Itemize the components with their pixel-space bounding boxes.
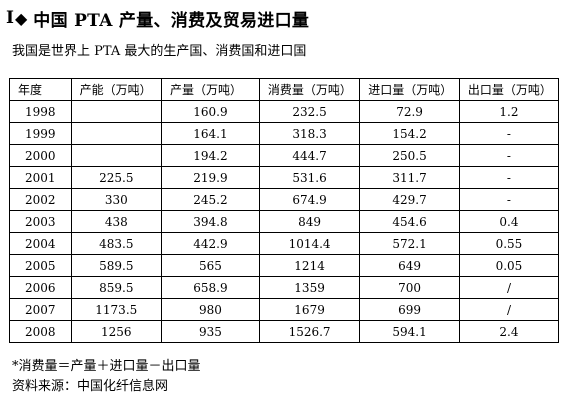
cell-capacity: 1173.5 xyxy=(70,298,162,321)
cell-year: 2007 xyxy=(9,298,72,321)
header-capacity: 产能（万吨） xyxy=(70,78,162,101)
table-row: 1999 164.1 318.3 154.2- xyxy=(9,122,560,145)
cell-export: - xyxy=(458,144,560,167)
cell-production: 565 xyxy=(160,254,260,277)
cell-export: 0.05 xyxy=(458,254,560,277)
table-row: 2004 483.5 442.9 1014.4 572.1 0.55 xyxy=(9,232,560,255)
cell-consumption: 232.5 xyxy=(258,100,361,123)
cell-year: 1998 xyxy=(9,100,72,123)
cell-export: 0.55 xyxy=(458,232,560,255)
cell-year: 2005 xyxy=(9,254,72,277)
cell-production: 245.2 xyxy=(160,188,260,211)
header-consumption: 消费量（万吨） xyxy=(258,78,361,101)
table-row: 2007 1173.5 980 1679 699/ xyxy=(9,298,560,321)
cell-capacity: 438 xyxy=(70,210,162,233)
cell-export: - xyxy=(458,166,560,189)
cell-consumption: 1014.4 xyxy=(258,232,361,255)
header-import: 进口量（万吨） xyxy=(359,78,460,101)
cell-import: 154.2 xyxy=(359,122,460,145)
cell-capacity: 1256 xyxy=(70,320,162,343)
table-row: 2003 438 394.8 849 454.6 0.4 xyxy=(9,210,560,233)
cell-import: 572.1 xyxy=(359,232,460,255)
table-row: 2005 589.5 565 1214 649 0.05 xyxy=(9,254,560,277)
cell-export: - xyxy=(458,188,560,211)
table-row: 2006 859.5 658.9 1359 700/ xyxy=(9,276,560,299)
cell-year: 2000 xyxy=(9,144,72,167)
cell-import: 649 xyxy=(359,254,460,277)
cell-consumption: 849 xyxy=(258,210,361,233)
cell-year: 2001 xyxy=(9,166,72,189)
table-row: 2000 194.2 444.7 250.5- xyxy=(9,144,560,167)
cell-capacity: 483.5 xyxy=(70,232,162,255)
page-subtitle: 我国是世界上 PTA 最大的生产国、消费国和进口国 xyxy=(12,44,307,59)
section-marker: I xyxy=(6,8,14,28)
cell-consumption: 1679 xyxy=(258,298,361,321)
cell-year: 2003 xyxy=(9,210,72,233)
cell-consumption: 318.3 xyxy=(258,122,361,145)
cell-import: 700 xyxy=(359,276,460,299)
cell-production: 980 xyxy=(160,298,260,321)
cell-production: 219.9 xyxy=(160,166,260,189)
cell-production: 194.2 xyxy=(160,144,260,167)
cell-import: 594.1 xyxy=(359,320,460,343)
header-year: 年度 xyxy=(9,78,72,101)
footnote: *消费量＝产量＋进口量－出口量 xyxy=(12,359,201,374)
cell-production: 442.9 xyxy=(160,232,260,255)
cell-year: 1999 xyxy=(9,122,72,145)
table-row: 2002 330 245.2 674.9 429.7- xyxy=(9,188,560,211)
cell-export: 0.4 xyxy=(458,210,560,233)
cell-capacity: 330 xyxy=(70,188,162,211)
cell-import: 72.9 xyxy=(359,100,460,123)
cell-consumption: 531.6 xyxy=(258,166,361,189)
page-title: 中国 PTA 产量、消费及贸易进口量 xyxy=(33,10,310,31)
cell-export: 2.4 xyxy=(458,320,560,343)
cell-year: 2004 xyxy=(9,232,72,255)
cell-production: 394.8 xyxy=(160,210,260,233)
cell-consumption: 1359 xyxy=(258,276,361,299)
table-body: 1998 160.9 232.5 72.9 1.2 1999 164.1 318.3 154.2… xyxy=(9,100,560,343)
cell-consumption: 444.7 xyxy=(258,144,361,167)
cell-production: 160.9 xyxy=(160,100,260,123)
cell-import: 250.5 xyxy=(359,144,460,167)
cell-production: 164.1 xyxy=(160,122,260,145)
cell-capacity xyxy=(70,144,162,167)
header-production: 产量（万吨） xyxy=(160,78,260,101)
cell-consumption: 674.9 xyxy=(258,188,361,211)
cell-capacity xyxy=(70,100,162,123)
cell-export: - xyxy=(458,122,560,145)
cell-year: 2006 xyxy=(9,276,72,299)
cell-capacity xyxy=(70,122,162,145)
source-note: 资料来源：中国化纤信息网 xyxy=(12,379,169,394)
cell-export: 1.2 xyxy=(458,100,560,123)
cell-year: 2002 xyxy=(9,188,72,211)
cell-capacity: 225.5 xyxy=(70,166,162,189)
cell-import: 311.7 xyxy=(359,166,460,189)
data-table: 年度 产能（万吨） 产量（万吨） 消费量（万吨） 进口量（万吨） 出口量（万吨）… xyxy=(9,78,560,343)
cell-production: 658.9 xyxy=(160,276,260,299)
cell-consumption: 1214 xyxy=(258,254,361,277)
table-header-row: 年度 产能（万吨） 产量（万吨） 消费量（万吨） 进口量（万吨） 出口量（万吨） xyxy=(9,78,560,101)
cell-export: / xyxy=(458,276,560,299)
cell-import: 699 xyxy=(359,298,460,321)
header-export: 出口量（万吨） xyxy=(458,78,560,101)
cell-consumption: 1526.7 xyxy=(258,320,361,343)
cell-import: 429.7 xyxy=(359,188,460,211)
title-row: I ◆ 中国 PTA 产量、消费及贸易进口量 xyxy=(6,6,310,31)
table-row: 2001 225.5 219.9 531.6 311.7- xyxy=(9,166,560,189)
cell-import: 454.6 xyxy=(359,210,460,233)
cell-capacity: 589.5 xyxy=(70,254,162,277)
cell-capacity: 859.5 xyxy=(70,276,162,299)
table-row: 1998 160.9 232.5 72.9 1.2 xyxy=(9,100,560,123)
cell-export: / xyxy=(458,298,560,321)
diamond-icon: ◆ xyxy=(14,8,28,28)
table-row: 2008 1256 935 1526.7 594.1 2.4 xyxy=(9,320,560,343)
cell-year: 2008 xyxy=(9,320,72,343)
cell-production: 935 xyxy=(160,320,260,343)
